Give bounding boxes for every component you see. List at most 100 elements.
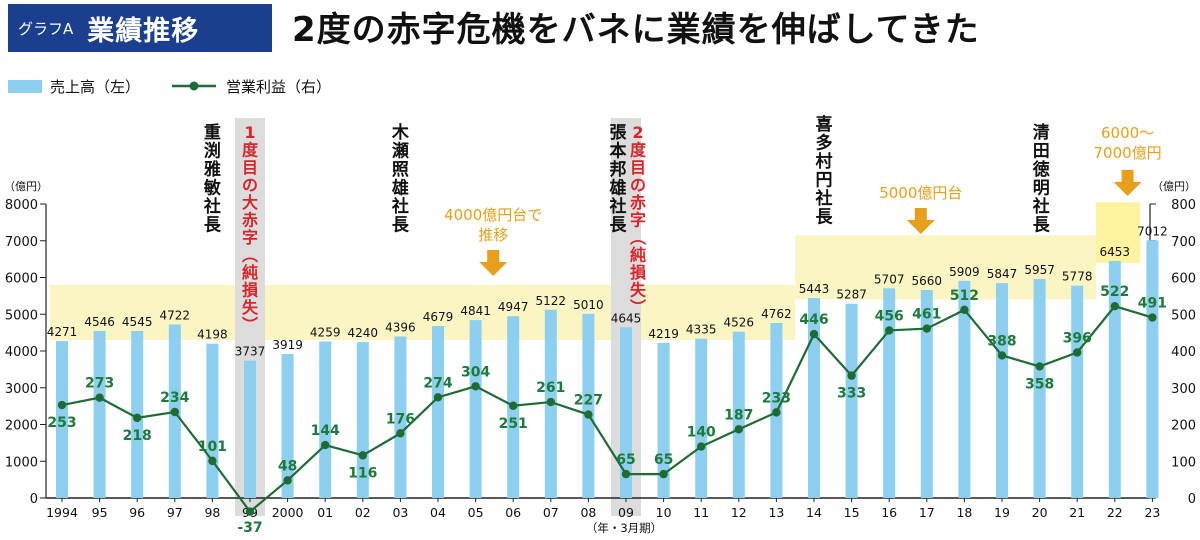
profit-value-label: 461 — [912, 307, 941, 323]
profit-line — [61, 304, 1153, 514]
x-tick-label: 06 — [505, 505, 521, 520]
sales-value-label: 4219 — [648, 327, 679, 341]
y-right-tick-label: 300 — [1171, 382, 1196, 397]
sales-value-label: 5778 — [1062, 270, 1093, 284]
president-label: 多 — [816, 133, 833, 154]
president-label: 長 — [610, 216, 628, 236]
y-right-tick-label: 200 — [1171, 419, 1196, 434]
profit-value-label: -37 — [237, 520, 262, 536]
profit-value-label: 48 — [278, 458, 297, 474]
loss-label: 字 — [242, 228, 258, 247]
president-label: 雄 — [609, 178, 627, 199]
x-tick-label: 14 — [806, 505, 822, 520]
sales-bar — [958, 280, 971, 498]
president-label: 田 — [1033, 142, 1050, 162]
loss-label: 度 — [630, 141, 647, 160]
sales-value-label: 5443 — [799, 282, 830, 296]
x-tick-label: 21 — [1069, 505, 1085, 520]
x-tick-label: 11 — [693, 505, 709, 520]
callout-text: 6000～ — [1101, 124, 1154, 142]
legend: 売上高（左） 営業利益（右） — [8, 74, 361, 98]
profit-value-label: 176 — [386, 411, 415, 427]
sales-bar — [883, 288, 896, 498]
profit-value-label: 456 — [875, 308, 904, 324]
x-tick-label: 20 — [1032, 505, 1048, 520]
profit-value-label: 65 — [616, 452, 635, 468]
loss-label: 目 — [242, 158, 258, 177]
loss-label: 損 — [242, 281, 259, 300]
x-tick-label: 18 — [956, 505, 972, 520]
loss-label: ︶ — [630, 298, 646, 317]
y-left-tick-label: 7000 — [5, 235, 38, 250]
profit-point — [697, 442, 706, 451]
sales-value-label: 4841 — [460, 304, 491, 318]
sales-bar — [620, 327, 632, 498]
profit-point — [847, 371, 856, 380]
graph-title-box: グラフA 業績推移 — [8, 4, 272, 52]
profit-value-label: 116 — [348, 465, 377, 481]
legend-bar-swatch — [8, 79, 42, 93]
profit-value-label: 233 — [762, 390, 791, 406]
president-label: 重 — [204, 122, 221, 143]
y-right-tick-label: 600 — [1171, 272, 1196, 287]
profit-value-label: 446 — [799, 312, 828, 328]
profit-value-label: 218 — [123, 428, 152, 444]
profit-value-label: 140 — [687, 425, 716, 441]
sales-bar — [394, 336, 407, 498]
x-tick-label: 15 — [844, 505, 860, 520]
x-tick-label: 19 — [994, 505, 1010, 520]
callout-text: 4000億円台で — [444, 206, 542, 224]
y-right-unit: （億円） — [1152, 180, 1196, 193]
president-label: 照 — [392, 160, 409, 180]
loss-label: 1 — [244, 123, 255, 142]
sales-value-label: 4645 — [611, 311, 642, 325]
president-label: 長 — [816, 208, 834, 228]
x-tick-label: 2000 — [272, 505, 304, 520]
sales-bar — [93, 330, 106, 498]
president-label: 本 — [610, 141, 627, 162]
sales-value-label: 4545 — [122, 315, 153, 329]
loss-label: 失 — [242, 298, 259, 317]
x-tick-label: 04 — [430, 505, 446, 520]
sales-bar — [695, 338, 708, 498]
y-right-tick-label: 800 — [1171, 198, 1196, 213]
sales-bar — [244, 360, 256, 498]
legend-item-profit: 営業利益（右） — [170, 76, 331, 97]
profit-point — [245, 507, 255, 516]
x-tick-label: 23 — [1144, 505, 1160, 520]
profit-value-label: 396 — [1063, 330, 1092, 346]
graph-label: グラフA — [18, 19, 74, 38]
profit-value-label: 273 — [85, 376, 114, 392]
profit-point — [621, 469, 631, 479]
sales-bar — [920, 289, 933, 498]
sales-value-label: 4240 — [348, 326, 379, 340]
sales-bar — [1033, 279, 1046, 498]
profit-point — [1110, 301, 1120, 311]
callout-text: 7000億円 — [1094, 144, 1162, 162]
sales-value-label: 4335 — [686, 323, 717, 337]
loss-label: 度 — [242, 141, 259, 160]
x-tick-label: 09 — [618, 505, 634, 520]
x-tick-label: 03 — [392, 505, 408, 520]
sales-value-label: 5707 — [874, 272, 905, 286]
profit-point — [433, 393, 443, 402]
sales-value-label: 6453 — [1100, 245, 1131, 259]
legend-line-swatch — [172, 81, 217, 91]
x-tick-label: 02 — [355, 505, 371, 520]
loss-label: の — [630, 176, 646, 195]
sales-value-label: 5847 — [987, 267, 1018, 281]
y-left-tick-label: 1000 — [5, 455, 38, 470]
profit-point — [772, 408, 781, 417]
profit-value-label: 187 — [724, 407, 753, 423]
profit-value-label: 388 — [987, 333, 1016, 349]
callout-arrow — [906, 208, 935, 234]
x-axis-unit: （年・3月期） — [586, 521, 662, 535]
sales-value-label: 4546 — [84, 315, 115, 329]
x-tick-label: 13 — [768, 505, 784, 520]
loss-label: 赤 — [630, 193, 646, 212]
president-label: 邦 — [610, 159, 627, 180]
legend-item-sales: 売上高（左） — [8, 76, 140, 97]
president-label: 渕 — [204, 141, 221, 162]
profit-value-label: 512 — [950, 288, 979, 304]
